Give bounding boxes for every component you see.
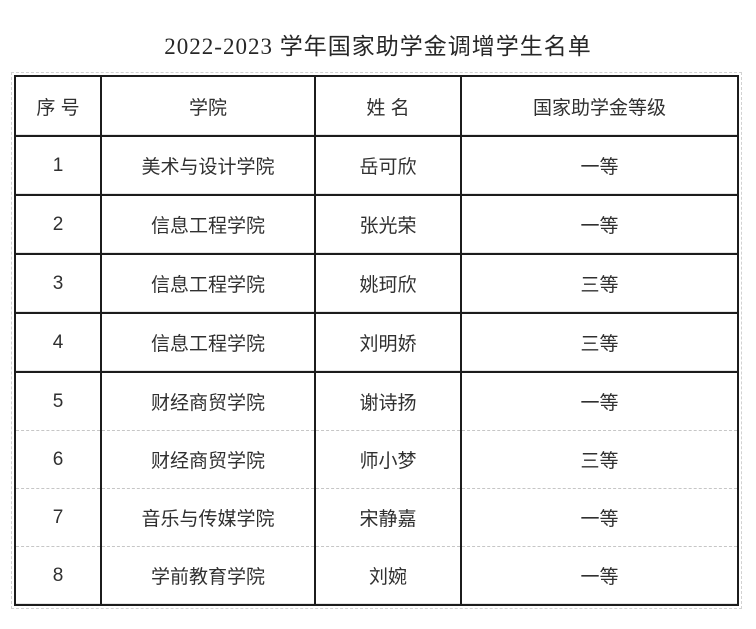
college-cell: 美术与设计学院 bbox=[100, 136, 315, 196]
row-number-cell: 2 bbox=[14, 195, 101, 255]
college-cell: 信息工程学院 bbox=[100, 313, 315, 373]
grade-cell: 三等 bbox=[460, 254, 739, 314]
grade-cell: 一等 bbox=[460, 546, 739, 606]
name-cell: 谢诗扬 bbox=[314, 372, 461, 431]
header-college: 学院 bbox=[100, 75, 315, 137]
college-cell: 信息工程学院 bbox=[100, 195, 315, 255]
grade-cell: 一等 bbox=[460, 372, 739, 431]
table-row: 1 美术与设计学院 岳可欣 一等 bbox=[14, 136, 739, 196]
name-cell: 宋静嘉 bbox=[314, 488, 461, 547]
college-cell: 财经商贸学院 bbox=[100, 430, 315, 489]
college-cell: 学前教育学院 bbox=[100, 546, 315, 606]
scholarship-table: 序 号学院姓 名国家助学金等级 1 美术与设计学院 岳可欣 一等 2 信息工程学院 张光荣一… bbox=[11, 72, 742, 609]
name-cell: 岳可欣 bbox=[314, 136, 461, 196]
table-row: 7 音乐与传媒学院 宋静嘉 一等 bbox=[14, 488, 739, 547]
college-cell: 财经商贸学院 bbox=[100, 372, 315, 431]
name-cell: 师小梦 bbox=[314, 430, 461, 489]
table-row: 4 信息工程学院 刘明娇 三等 bbox=[14, 313, 739, 373]
table-row: 6 财经商贸学院 师小梦 三等 bbox=[14, 430, 739, 489]
row-number-cell: 8 bbox=[14, 546, 101, 606]
name-cell: 姚珂欣 bbox=[314, 254, 461, 314]
row-number-cell: 4 bbox=[14, 313, 101, 373]
header-grade: 国家助学金等级 bbox=[460, 75, 739, 137]
table-row: 3 信息工程学院 姚珂欣 三等 bbox=[14, 254, 739, 314]
header-name: 姓 名 bbox=[314, 75, 461, 137]
table-header-row: 序 号学院姓 名国家助学金等级 bbox=[14, 75, 739, 137]
table-body: 1 美术与设计学院 岳可欣 一等 2 信息工程学院 张光荣 一等 3 信息工程学院 姚珂欣 三等 4 信息… bbox=[14, 136, 739, 606]
table-row: 2 信息工程学院 张光荣 一等 bbox=[14, 195, 739, 255]
grade-cell: 一等 bbox=[460, 488, 739, 547]
college-cell: 音乐与传媒学院 bbox=[100, 488, 315, 547]
name-cell: 刘明娇 bbox=[314, 313, 461, 373]
grade-cell: 一等 bbox=[460, 195, 739, 255]
table-row: 5 财经商贸学院 谢诗扬 一等 bbox=[14, 372, 739, 431]
college-cell: 信息工程学院 bbox=[100, 254, 315, 314]
grade-cell: 三等 bbox=[460, 313, 739, 373]
row-number-cell: 7 bbox=[14, 488, 101, 547]
page-title: 2022-2023 学年国家助学金调增学生名单 bbox=[164, 34, 592, 59]
header-no: 序 号 bbox=[14, 75, 101, 137]
name-cell: 刘婉 bbox=[314, 546, 461, 606]
row-number-cell: 1 bbox=[14, 136, 101, 196]
grade-cell: 一等 bbox=[460, 136, 739, 196]
grade-cell: 三等 bbox=[460, 430, 739, 489]
row-number-cell: 6 bbox=[14, 430, 101, 489]
row-number-cell: 3 bbox=[14, 254, 101, 314]
name-cell: 张光荣 bbox=[314, 195, 461, 255]
row-number-cell: 5 bbox=[14, 372, 101, 431]
table-row: 8 学前教育学院 刘婉 一等 bbox=[14, 546, 739, 606]
